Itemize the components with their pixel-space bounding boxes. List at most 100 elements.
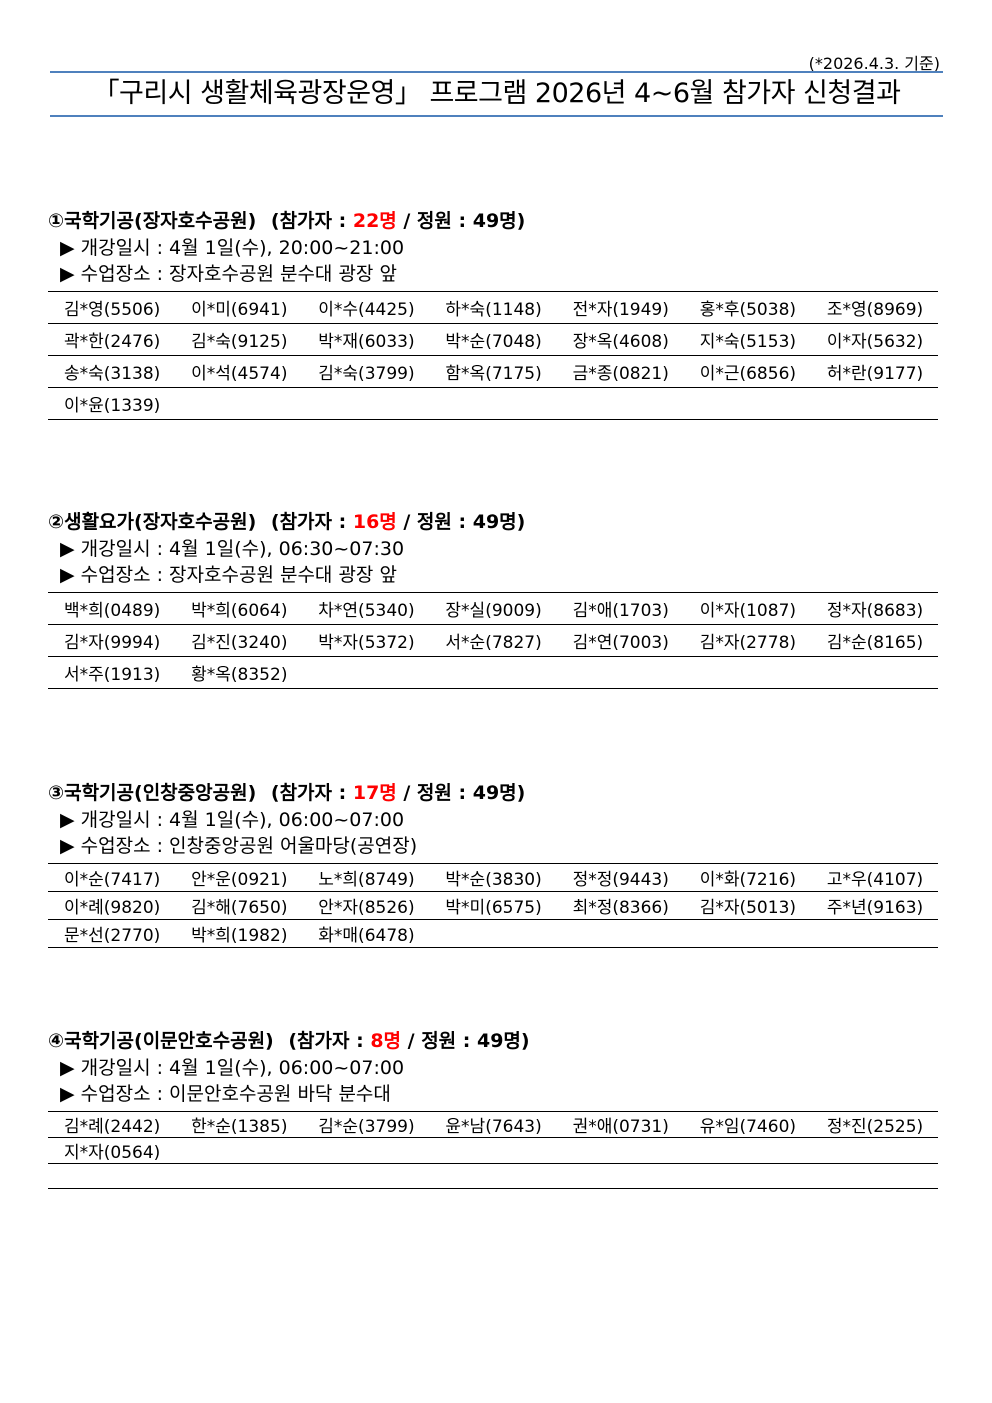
count-label: (참가자 : [270, 210, 353, 232]
participant-cell [556, 656, 684, 689]
participant-table: 김*영(5506) 이*미(6941) 이*수(4425) 하*숙(1148) 전*자(… [48, 291, 938, 420]
participant-cell: 박*순(7048) [429, 323, 557, 356]
participant-cell [302, 656, 430, 689]
table-row: 지*자(0564) [48, 1137, 938, 1164]
participant-cell: 박*순(3830) [429, 863, 557, 892]
participant-cell: 김*해(7650) [175, 891, 303, 920]
count-label: (참가자 : [270, 511, 353, 533]
participant-count: 22명 [352, 210, 397, 232]
participant-cell: 김*순(3799) [302, 1111, 430, 1138]
participant-cell: 문*선(2770) [48, 919, 176, 948]
participant-cell: 지*자(0564) [48, 1137, 176, 1164]
participant-table: 이*순(7417) 안*운(0921) 노*희(8749) 박*순(3830) 정*정(… [48, 863, 938, 948]
participant-cell: 허*란(9177) [810, 355, 938, 388]
participant-cell: 권*애(0731) [556, 1111, 684, 1138]
participant-count: 16명 [352, 511, 397, 533]
participant-count: 17명 [352, 782, 397, 804]
participant-cell: 곽*한(2476) [48, 323, 176, 356]
participant-cell [175, 387, 303, 420]
program-name: ②생활요가(장자호수공원) [48, 511, 257, 533]
participant-cell: 서*주(1913) [48, 656, 176, 689]
program-name: ①국학기공(장자호수공원) [48, 210, 257, 232]
participant-cell: 정*진(2525) [810, 1111, 938, 1138]
participant-cell [810, 1137, 938, 1164]
participant-cell: 화*매(6478) [302, 919, 430, 948]
reference-date-note: (*2026.4.3. 기준) [808, 54, 940, 73]
participant-cell: 박*미(6575) [429, 891, 557, 920]
participant-cell [429, 1137, 557, 1164]
participant-cell [810, 1163, 938, 1189]
participant-cell [48, 1163, 176, 1189]
participant-cell: 안*자(8526) [302, 891, 430, 920]
participant-cell: 최*정(8366) [556, 891, 684, 920]
place-line: ▶ 수업장소 : 이문안호수공원 바닥 분수대 [60, 1083, 391, 1105]
participant-cell: 노*희(8749) [302, 863, 430, 892]
participant-cell [429, 1163, 557, 1189]
participant-cell: 박*희(1982) [175, 919, 303, 948]
participant-cell: 한*순(1385) [175, 1111, 303, 1138]
place-line: ▶ 수업장소 : 장자호수공원 분수대 광장 앞 [60, 263, 397, 285]
participant-cell [810, 387, 938, 420]
participant-cell: 함*옥(7175) [429, 355, 557, 388]
table-row: 백*희(0489) 박*희(6064) 차*연(5340) 장*실(9009) 김*애(… [48, 592, 938, 625]
participant-cell: 김*례(2442) [48, 1111, 176, 1138]
participant-cell: 김*숙(9125) [175, 323, 303, 356]
participant-cell [429, 387, 557, 420]
participant-cell: 김*연(7003) [556, 624, 684, 657]
program-section: ②생활요가(장자호수공원) (참가자 : 16명 / 정원 : 49명) ▶ 개… [48, 508, 938, 689]
participant-cell: 윤*남(7643) [429, 1111, 557, 1138]
participant-cell: 김*자(9994) [48, 624, 176, 657]
participant-cell: 김*진(3240) [175, 624, 303, 657]
participant-cell: 이*순(7417) [48, 863, 176, 892]
participant-cell: 황*옥(8352) [175, 656, 303, 689]
schedule-line: ▶ 개강일시 : 4월 1일(수), 20:00~21:00 [60, 237, 405, 259]
schedule-line: ▶ 개강일시 : 4월 1일(수), 06:00~07:00 [60, 809, 405, 831]
table-row: 송*숙(3138) 이*석(4574) 김*숙(3799) 함*옥(7175) 금*종(… [48, 355, 938, 388]
participant-cell [302, 1137, 430, 1164]
place-line: ▶ 수업장소 : 장자호수공원 분수대 광장 앞 [60, 564, 397, 586]
participant-cell: 송*숙(3138) [48, 355, 176, 388]
participant-cell: 김*자(5013) [683, 891, 811, 920]
participant-cell: 이*자(5632) [810, 323, 938, 356]
schedule-line: ▶ 개강일시 : 4월 1일(수), 06:00~07:00 [60, 1057, 405, 1079]
program-section: ④국학기공(이문안호수공원) (참가자 : 8명 / 정원 : 49명) ▶ 개… [48, 1027, 938, 1189]
participant-cell [556, 1163, 684, 1189]
program-section: ③국학기공(인창중앙공원) (참가자 : 17명 / 정원 : 49명) ▶ 개… [48, 779, 938, 948]
program-name: ③국학기공(인창중앙공원) [48, 782, 257, 804]
participant-cell: 서*순(7827) [429, 624, 557, 657]
participant-cell: 이*미(6941) [175, 291, 303, 324]
count-label: (참가자 : [288, 1030, 371, 1052]
participant-cell: 김*자(2778) [683, 624, 811, 657]
capacity-label: / 정원 : 49명) [401, 1030, 530, 1052]
participant-cell: 김*숙(3799) [302, 355, 430, 388]
table-row: 김*자(9994) 김*진(3240) 박*자(5372) 서*순(7827) 김*연(… [48, 624, 938, 657]
participant-cell: 이*화(7216) [683, 863, 811, 892]
section-heading: ①국학기공(장자호수공원) (참가자 : 22명 / 정원 : 49명) [48, 207, 938, 235]
participant-cell: 이*윤(1339) [48, 387, 176, 420]
participant-cell: 금*종(0821) [556, 355, 684, 388]
participant-cell [683, 919, 811, 948]
participant-cell [175, 1163, 303, 1189]
participant-cell: 장*옥(4608) [556, 323, 684, 356]
participant-cell: 김*순(8165) [810, 624, 938, 657]
participant-cell: 유*임(7460) [683, 1111, 811, 1138]
participant-cell: 고*우(4107) [810, 863, 938, 892]
participant-cell: 이*수(4425) [302, 291, 430, 324]
participant-cell: 박*희(6064) [175, 592, 303, 625]
participant-cell: 주*년(9163) [810, 891, 938, 920]
participant-cell [683, 656, 811, 689]
participant-cell [810, 656, 938, 689]
table-row: 이*윤(1339) [48, 387, 938, 420]
table-row [48, 1163, 938, 1189]
participant-cell [556, 919, 684, 948]
participant-cell [175, 1137, 303, 1164]
participant-cell: 전*자(1949) [556, 291, 684, 324]
participant-cell: 조*영(8969) [810, 291, 938, 324]
participant-cell [302, 387, 430, 420]
page-title: 「구리시 생활체육광장운영」 프로그램 2026년 4~6월 참가자 신청결과 [50, 71, 943, 117]
section-heading: ②생활요가(장자호수공원) (참가자 : 16명 / 정원 : 49명) [48, 508, 938, 536]
participant-count: 8명 [370, 1030, 402, 1052]
participant-cell [683, 1163, 811, 1189]
participant-table: 백*희(0489) 박*희(6064) 차*연(5340) 장*실(9009) 김*애(… [48, 592, 938, 689]
participant-cell: 정*정(9443) [556, 863, 684, 892]
